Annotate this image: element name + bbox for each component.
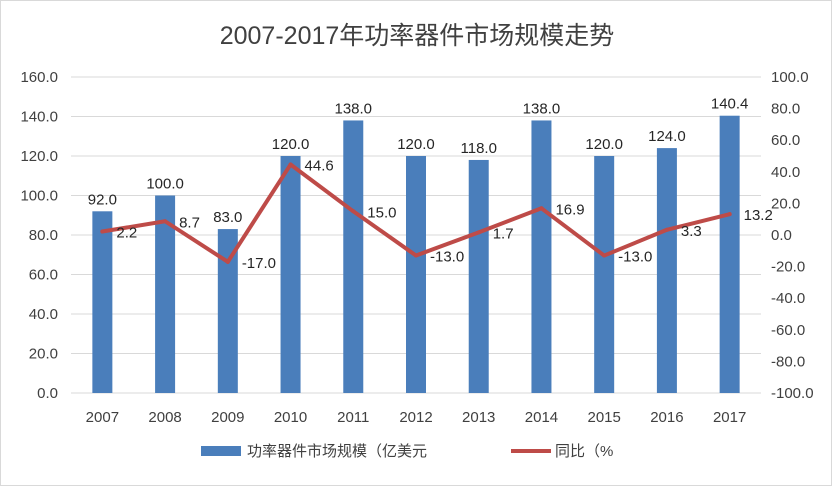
y-right-tick-label: 80.0: [771, 101, 800, 118]
y-right-tick-label: -20.0: [771, 259, 805, 276]
bar: [468, 159, 489, 393]
bar: [406, 156, 426, 393]
bar-data-label: 83.0: [213, 209, 242, 226]
line-point: [414, 253, 418, 258]
line-data-label: 1.7: [493, 225, 514, 242]
y-left-tick-label: 60.0: [29, 267, 58, 284]
line-point: [727, 212, 732, 217]
x-tick-label: 2015: [587, 409, 620, 426]
x-tick-label: 2012: [399, 409, 432, 426]
line-data-label: 15.0: [367, 204, 396, 221]
y-right-tick-label: 0.0: [771, 227, 792, 244]
bar-data-label: 92.0: [88, 191, 117, 208]
bar-data-label: 100.0: [146, 176, 184, 193]
line-point: [288, 162, 293, 167]
bar: [343, 120, 364, 393]
y-left-tick-label: 100.0: [20, 188, 58, 205]
line-point: [163, 219, 168, 224]
y-left-tick-label: 40.0: [29, 306, 58, 323]
legend-bar-label: 功率器件市场规模（亿美元: [247, 443, 427, 460]
x-tick-label: 2013: [462, 409, 495, 426]
bar: [531, 120, 552, 393]
bar: [656, 148, 677, 393]
y-left-tick-label: 160.0: [20, 69, 58, 86]
x-tick-label: 2017: [713, 409, 746, 426]
line-point: [664, 227, 669, 232]
y-right-tick-label: -60.0: [771, 322, 805, 339]
line-data-label: 2.2: [116, 225, 137, 242]
line-point: [100, 229, 105, 234]
y-right-tick-label: -100.0: [771, 385, 814, 402]
bar-data-label: 138.0: [523, 100, 561, 117]
y-right-tick-label: 100.0: [771, 69, 809, 86]
bar-data-label: 138.0: [334, 100, 372, 117]
x-tick-label: 2010: [274, 409, 307, 426]
line-point: [225, 259, 230, 264]
line-data-label: 8.7: [179, 214, 200, 231]
y-left-tick-label: 0.0: [37, 385, 58, 402]
bar-data-label: 120.0: [272, 136, 310, 153]
bar: [719, 115, 740, 394]
line-data-label: -13.0: [430, 249, 464, 266]
x-tick-label: 2007: [86, 409, 119, 426]
legend-bar-swatch: [201, 446, 241, 456]
chart-title: 2007-2017年功率器件市场规模走势: [220, 22, 615, 50]
bar: [280, 156, 301, 393]
y-left-tick-label: 20.0: [29, 346, 58, 363]
bar-data-label: 118.0: [461, 140, 497, 157]
bar: [92, 211, 113, 393]
x-tick-label: 2014: [525, 409, 558, 426]
line-point: [602, 253, 607, 258]
line-data-label: 16.9: [555, 201, 584, 218]
x-tick-label: 2011: [337, 409, 369, 426]
bar-data-label: 124.0: [648, 128, 686, 145]
y-right-tick-label: -40.0: [771, 290, 805, 307]
y-right-tick-label: -80.0: [771, 353, 805, 370]
y-right-tick-label: 20.0: [771, 195, 800, 212]
line-data-label: 3.3: [681, 223, 702, 240]
y-right-tick-label: 40.0: [771, 164, 800, 181]
line-point: [539, 206, 544, 211]
legend-line-label: 同比（%: [555, 443, 613, 460]
line-point: [351, 209, 356, 214]
bar-data-label: 140.4: [711, 96, 749, 113]
x-tick-label: 2008: [148, 409, 181, 426]
bar-data-label: 120.0: [397, 136, 435, 153]
line-data-label: -13.0: [618, 249, 652, 266]
y-left-tick-label: 80.0: [29, 227, 58, 244]
line-data-label: 13.2: [744, 207, 773, 224]
x-tick-label: 2009: [211, 409, 244, 426]
y-left-tick-label: 140.0: [20, 109, 58, 126]
y-right-tick-label: 60.0: [771, 132, 800, 149]
y-left-tick-label: 120.0: [20, 148, 58, 165]
bar-data-label: 120.0: [585, 136, 623, 153]
line-data-label: -17.0: [242, 255, 276, 272]
bar: [217, 229, 238, 393]
line-point: [476, 230, 481, 235]
bar: [155, 195, 176, 393]
line-data-label: 44.6: [305, 158, 334, 175]
bar: [594, 156, 615, 393]
x-tick-label: 2016: [650, 409, 683, 426]
